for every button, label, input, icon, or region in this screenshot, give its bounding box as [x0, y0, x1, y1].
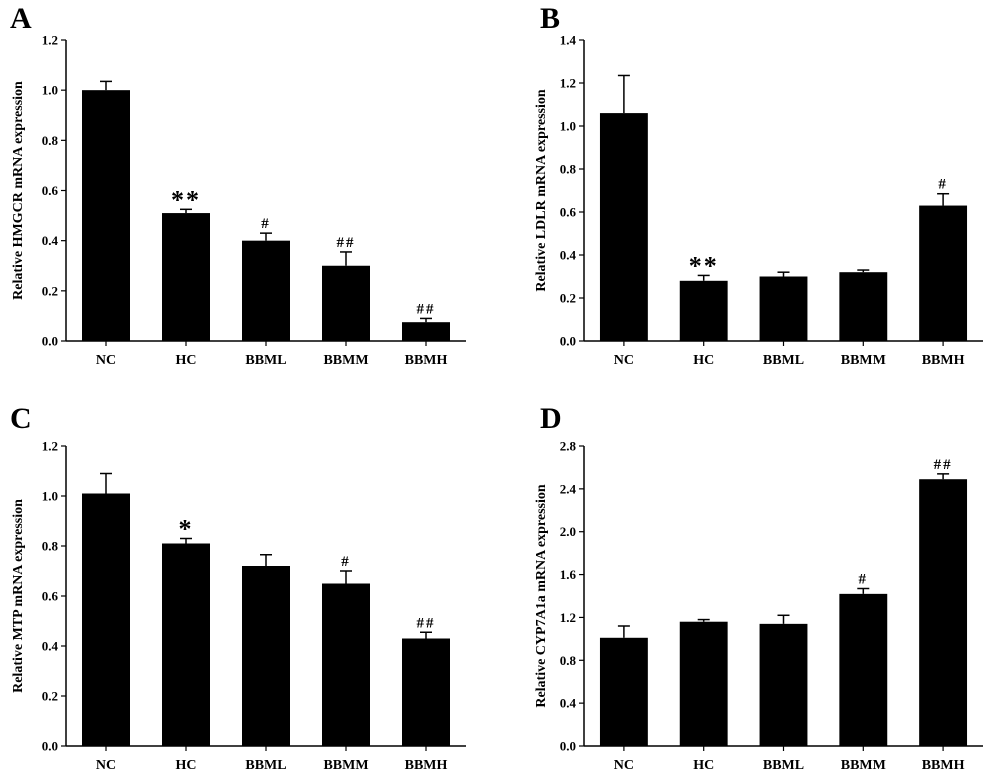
category-label: BBML [245, 353, 286, 368]
y-tick-label: 0.4 [42, 233, 59, 248]
category-label: BBMM [841, 353, 886, 368]
bar [759, 276, 808, 341]
y-axis-title: Relative LDLR mRNA expression [534, 89, 549, 292]
panel-b: B Relative LDLR mRNA expression 0.0 0.2 0.… [534, 2, 983, 368]
panel-letter: D [540, 402, 562, 435]
significance-label: ## [337, 235, 356, 251]
y-tick-label: 1.0 [560, 119, 576, 134]
significance-label: ** [171, 185, 201, 214]
y-tick-label: 0.8 [560, 162, 577, 177]
category-label: HC [693, 758, 714, 773]
bar [242, 566, 290, 746]
category-label: HC [693, 353, 714, 368]
category-label: NC [96, 353, 116, 368]
category-label: BBMH [405, 353, 448, 368]
y-tick-label: 0.0 [42, 334, 58, 349]
category-label: NC [96, 758, 116, 773]
significance-label: # [859, 572, 869, 588]
category-label: BBML [245, 758, 286, 773]
y-tick-label: 2.8 [560, 439, 577, 454]
category-label: BBML [763, 353, 804, 368]
category-label: HC [176, 758, 197, 773]
y-tick-label: 0.8 [560, 653, 577, 668]
significance-label: ## [934, 457, 953, 473]
bar [599, 637, 648, 746]
significance-label: # [261, 216, 271, 232]
panel-c: C Relative MTP mRNA expression 0.0 0.2 0.4… [10, 402, 466, 773]
y-axis-title: Relative MTP mRNA expression [11, 499, 26, 693]
bar [322, 583, 370, 746]
bar [679, 280, 728, 341]
y-tick-label: 0.6 [42, 183, 59, 198]
category-label: HC [176, 353, 197, 368]
bar [402, 638, 450, 746]
bar [162, 543, 210, 746]
y-tick-label: 1.0 [42, 489, 58, 504]
panel-letter: B [540, 2, 560, 35]
y-tick-label: 0.2 [560, 291, 576, 306]
category-label: BBMH [922, 353, 965, 368]
bar [599, 113, 648, 341]
bar [919, 479, 968, 746]
y-tick-label: 1.2 [42, 439, 58, 454]
bar [759, 623, 808, 746]
significance-label: ## [417, 615, 436, 631]
y-tick-label: 0.4 [560, 696, 577, 711]
panel-a: A Relative HMGCR mRNA expression 0.0 0.2 0… [10, 2, 466, 368]
bar [162, 213, 210, 341]
significance-label: # [938, 177, 948, 193]
y-tick-label: 0.0 [42, 739, 58, 754]
y-tick-label: 0.4 [42, 639, 59, 654]
y-tick-label: 0.4 [560, 248, 577, 263]
y-axis-title: Relative HMGCR mRNA expression [11, 81, 26, 300]
panel-d: D Relative CYP7A1a mRNA expression 0.0 0.… [534, 402, 983, 773]
bar [919, 205, 968, 341]
category-label: BBMM [323, 758, 368, 773]
y-tick-label: 0.6 [42, 589, 59, 604]
y-tick-label: 0.6 [560, 205, 577, 220]
significance-label: * [179, 515, 194, 544]
y-tick-label: 0.2 [42, 689, 58, 704]
category-label: NC [614, 758, 634, 773]
category-label: BBMM [323, 353, 368, 368]
y-tick-label: 1.2 [560, 76, 576, 91]
y-tick-label: 1.0 [42, 83, 58, 98]
y-tick-label: 0.8 [42, 133, 59, 148]
category-label: BBMH [922, 758, 965, 773]
bar [242, 240, 290, 341]
bar [82, 90, 130, 342]
category-label: NC [614, 353, 634, 368]
bar [839, 272, 888, 341]
significance-label: ** [689, 251, 719, 280]
y-tick-label: 0.8 [42, 539, 59, 554]
panel-letter: A [10, 2, 32, 35]
category-label: BBMH [405, 758, 448, 773]
y-tick-label: 1.2 [42, 33, 58, 48]
y-tick-label: 0.2 [42, 283, 58, 298]
y-axis-title: Relative CYP7A1a mRNA expression [534, 484, 549, 708]
y-tick-label: 2.4 [560, 481, 577, 496]
bar [839, 593, 888, 746]
y-tick-label: 1.4 [560, 33, 577, 48]
bar [679, 621, 728, 746]
significance-label: # [341, 554, 351, 570]
bar [82, 493, 130, 746]
category-label: BBMM [841, 758, 886, 773]
bar [402, 322, 450, 341]
significance-label: ## [417, 301, 436, 317]
panel-letter: C [10, 402, 32, 435]
y-tick-label: 1.2 [560, 610, 576, 625]
category-label: BBML [763, 758, 804, 773]
y-tick-label: 0.0 [560, 739, 576, 754]
bar [322, 265, 370, 341]
y-tick-label: 1.6 [560, 567, 577, 582]
y-tick-label: 0.0 [560, 334, 576, 349]
y-tick-label: 2.0 [560, 524, 576, 539]
